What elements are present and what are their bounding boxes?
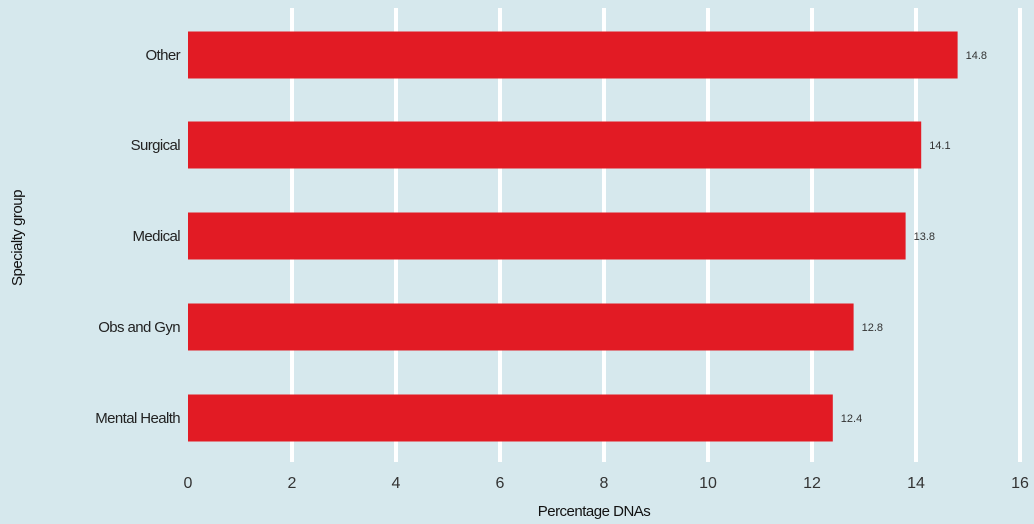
bar <box>188 31 958 79</box>
x-tick-label: 16 <box>1011 475 1029 492</box>
bar <box>188 212 906 260</box>
bar <box>188 121 922 169</box>
value-label: 14.1 <box>929 140 950 152</box>
x-tick-label: 6 <box>496 475 505 492</box>
category-labels: Other Surgical Medical Obs and Gyn Mental He… <box>95 47 181 427</box>
category-label: Other <box>145 47 180 64</box>
y-axis-title: Specialty group <box>9 190 26 286</box>
bar <box>188 303 854 351</box>
value-label: 12.4 <box>841 413 862 425</box>
value-labels: 14.8 14.1 13.8 12.8 12.4 <box>841 50 987 425</box>
x-tick-label: 10 <box>699 475 717 492</box>
x-tick-label: 14 <box>907 475 925 492</box>
category-label: Medical <box>133 228 181 245</box>
x-tick-label: 2 <box>288 475 297 492</box>
bar <box>188 394 833 442</box>
x-tick-label: 8 <box>600 475 609 492</box>
x-tick-labels: 0 2 4 6 8 10 12 14 16 <box>184 475 1029 492</box>
x-tick-label: 12 <box>803 475 821 492</box>
category-label: Obs and Gyn <box>98 319 180 336</box>
value-label: 13.8 <box>914 231 935 243</box>
x-tick-label: 4 <box>392 475 401 492</box>
category-label: Surgical <box>131 137 181 154</box>
value-label: 14.8 <box>966 50 987 62</box>
category-label: Mental Health <box>95 410 180 427</box>
x-tick-label: 0 <box>184 475 193 492</box>
bars <box>188 31 958 442</box>
x-axis-title: Percentage DNAs <box>538 503 651 520</box>
value-label: 12.8 <box>862 322 883 334</box>
